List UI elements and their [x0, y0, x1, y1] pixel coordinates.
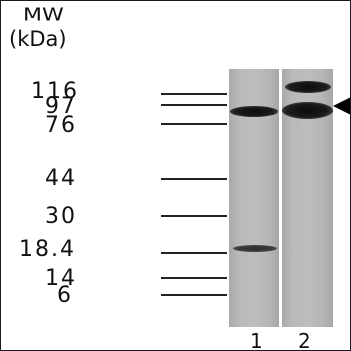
- marker-line-97: [161, 104, 227, 106]
- blot-lane-2: [282, 69, 333, 327]
- marker-line-18-4: [161, 252, 227, 254]
- marker-line-116: [161, 93, 227, 95]
- mw-title: MW: [23, 5, 64, 26]
- marker-line-30: [161, 215, 227, 217]
- blot-lane-1: [229, 69, 279, 327]
- marker-line-14: [161, 277, 227, 279]
- lane-1-band-main: [230, 106, 278, 117]
- marker-label-76: 76: [45, 113, 77, 138]
- left-arrow-icon: [333, 97, 350, 115]
- lane-number-1: 1: [250, 329, 263, 351]
- marker-label-97: 97: [45, 94, 77, 119]
- mw-unit-label: (kDa): [9, 27, 67, 51]
- marker-label-116: 116: [31, 79, 79, 104]
- lane-1-band-low: [233, 245, 277, 252]
- marker-label-6: 6: [57, 283, 73, 308]
- marker-line-76: [161, 123, 227, 125]
- lane-2-band-upper: [285, 81, 331, 93]
- marker-label-14: 14: [45, 266, 77, 291]
- lane-2-band-main: [282, 102, 333, 119]
- marker-label-44: 44: [45, 166, 77, 191]
- marker-label-30: 30: [45, 204, 77, 229]
- marker-label-18-4: 18.4: [19, 237, 76, 262]
- marker-line-6: [161, 294, 227, 296]
- lane-number-2: 2: [298, 329, 311, 351]
- marker-line-44: [161, 178, 227, 180]
